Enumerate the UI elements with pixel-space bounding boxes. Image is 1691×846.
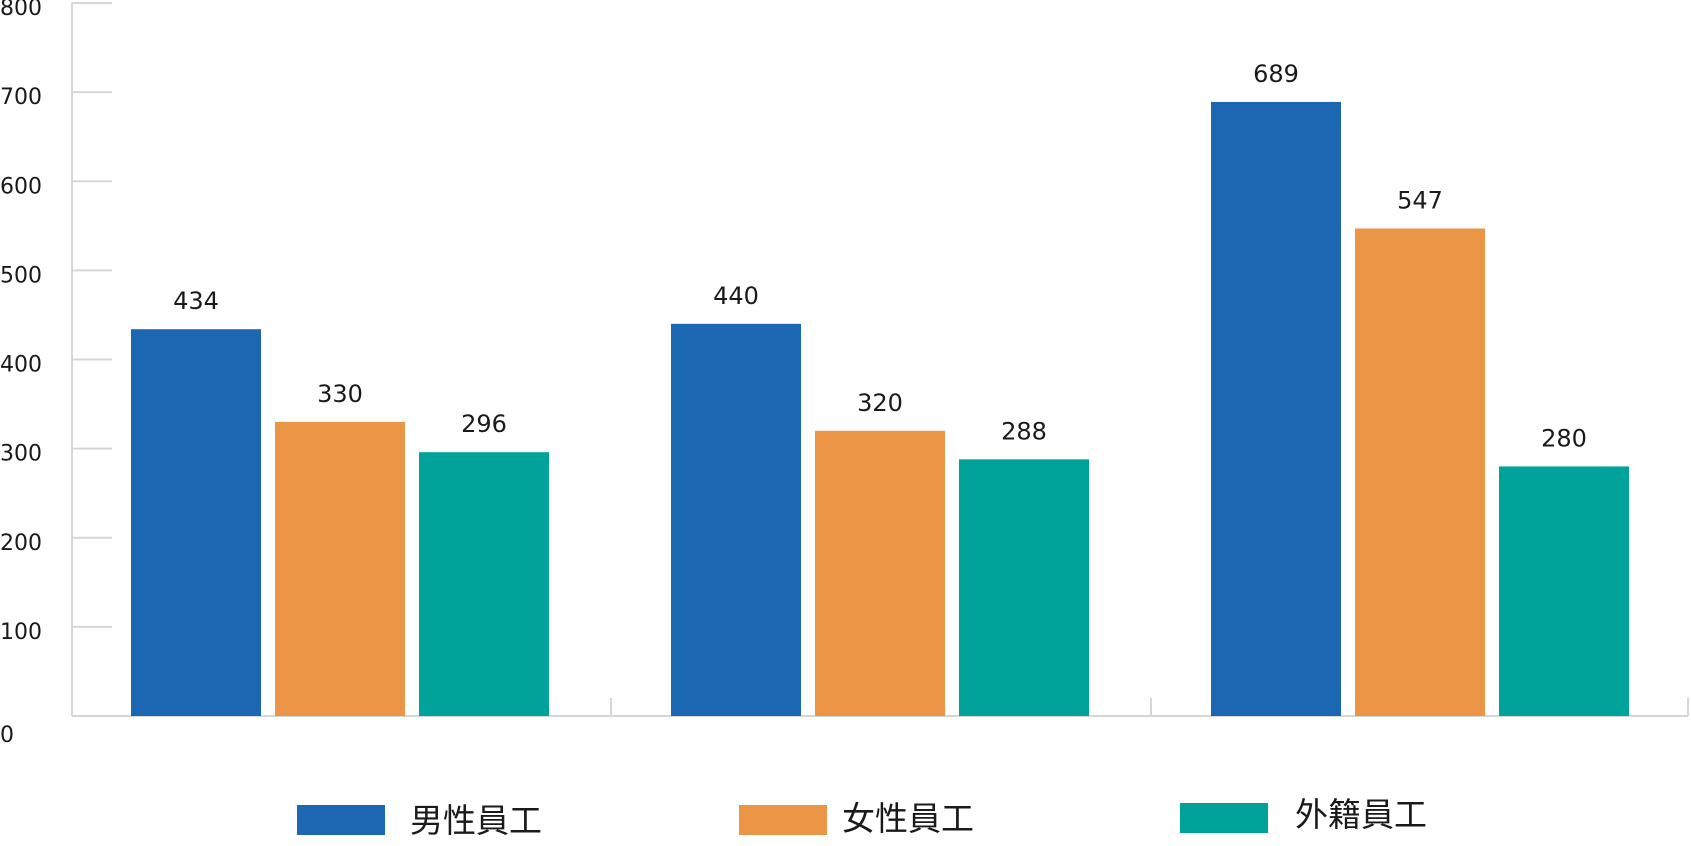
data-label: 440 — [713, 282, 759, 310]
data-label: 288 — [1001, 417, 1047, 445]
data-label: 434 — [173, 287, 219, 315]
bar — [671, 323, 801, 716]
y-tick-label: 100 — [0, 620, 42, 645]
y-tick-label: 500 — [0, 263, 42, 288]
legend: 男性員工 女性員工 外籍員工 — [297, 795, 1427, 840]
y-tick-label: 800 — [0, 0, 42, 21]
data-label: 689 — [1253, 60, 1299, 88]
y-axis-ticks: 0 100 200 300 400 500 600 700 800 — [0, 0, 112, 748]
y-tick-label: 700 — [0, 85, 42, 110]
bar — [1355, 228, 1485, 716]
legend-label: 男性員工 — [410, 801, 542, 840]
bar — [275, 421, 405, 716]
data-labels: 434 440 689 330 320 547 296 288 280 — [173, 60, 1587, 453]
bar — [131, 329, 261, 716]
y-tick-label: 200 — [0, 531, 42, 556]
legend-label: 外籍員工 — [1295, 795, 1427, 834]
data-label: 296 — [461, 410, 507, 438]
data-label: 547 — [1397, 186, 1443, 214]
y-tick-label: 600 — [0, 174, 42, 199]
bar — [959, 459, 1089, 716]
y-tick-label: 300 — [0, 442, 42, 467]
bar — [419, 452, 549, 716]
legend-label: 女性員工 — [842, 799, 974, 838]
legend-swatch — [297, 805, 385, 835]
y-tick-label: 400 — [0, 353, 42, 378]
y-tick-label: 0 — [0, 723, 14, 748]
bar — [1499, 466, 1629, 716]
legend-swatch — [739, 805, 827, 835]
legend-swatch — [1180, 803, 1268, 833]
bar — [1211, 101, 1341, 716]
bar-series — [131, 101, 1629, 716]
data-label: 330 — [317, 380, 363, 408]
data-label: 320 — [857, 389, 903, 417]
data-label: 280 — [1541, 424, 1587, 452]
bar — [815, 430, 945, 716]
